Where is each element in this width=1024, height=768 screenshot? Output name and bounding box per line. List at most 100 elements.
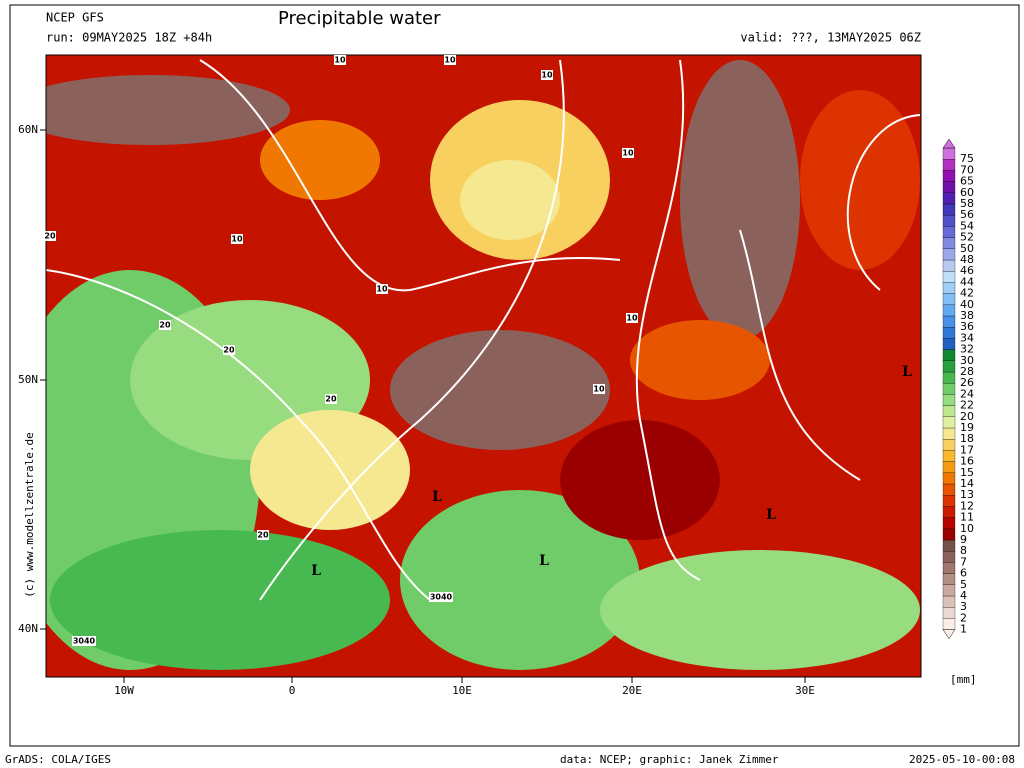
colorbar-box — [942, 371, 956, 384]
colorbar-label: 54 — [960, 219, 974, 232]
lon-label: 0 — [289, 684, 296, 697]
colorbar-label: 1 — [960, 623, 967, 636]
colorbar-box — [942, 271, 956, 283]
contour-label-bg — [159, 320, 171, 330]
colorbar-label: 38 — [960, 309, 974, 322]
contour-label-bg — [593, 384, 605, 394]
colorbar-label: 24 — [960, 387, 974, 400]
colorbar-label: 46 — [960, 264, 974, 277]
contour-label: 20 — [44, 232, 56, 241]
colorbar-label: 8 — [960, 544, 967, 557]
colorbar-label: 14 — [960, 477, 974, 490]
colorbar-box — [942, 607, 956, 619]
contour-label: 20 — [325, 395, 337, 404]
colorbar-label: 52 — [960, 231, 974, 244]
contour-label: L — [766, 507, 776, 523]
lat-label: 50N — [18, 373, 38, 386]
contour-label-bg — [257, 530, 269, 540]
colorbar-box — [942, 450, 956, 462]
contour-label: L — [432, 489, 442, 505]
contour-label: 20 — [159, 321, 171, 330]
colorbar-label: 10 — [960, 522, 974, 535]
contour-label-bg — [72, 636, 96, 646]
colorbar-box — [942, 192, 956, 205]
colorbar-box — [942, 215, 956, 227]
contour-label: 10 — [622, 149, 634, 158]
colorbar-box — [942, 483, 956, 496]
colorbar-label: 58 — [960, 197, 974, 210]
colorbar-label: 15 — [960, 466, 974, 479]
colorbar-box — [942, 338, 956, 350]
colorbar-label: 11 — [960, 511, 974, 524]
contour-label-bg — [541, 70, 553, 80]
map — [46, 55, 921, 677]
contour-label: L — [539, 553, 549, 569]
colorbar-box — [942, 562, 956, 574]
run: run: 09MAY2025 18Z +84h — [46, 31, 212, 45]
lon-label: 10E — [452, 684, 472, 697]
colorbar-label: 40 — [960, 298, 974, 311]
colorbar-box — [942, 495, 956, 507]
lat-label: 60N — [18, 123, 38, 136]
colorbar-label: 2 — [960, 611, 967, 624]
colorbar-label: 16 — [960, 455, 974, 468]
colorbar-box — [942, 259, 956, 272]
unit: [mm] — [950, 673, 977, 686]
colorbar-box — [942, 282, 956, 294]
colorbar-label: 75 — [960, 152, 974, 165]
colorbar-label: 5 — [960, 578, 967, 591]
colorbar-box — [942, 416, 956, 429]
colorbar-box — [942, 595, 956, 608]
lon-label: 10W — [114, 684, 134, 697]
colorbar-box — [942, 573, 956, 585]
contour-label: 3040 — [430, 593, 453, 602]
colorbar-label: 34 — [960, 331, 974, 344]
colorbar-box — [942, 461, 956, 473]
contour-label: L — [311, 563, 321, 579]
colorbar-label: 32 — [960, 343, 974, 356]
contour-label: L — [902, 364, 912, 380]
colorbar-box — [942, 226, 956, 238]
contour-label-bg — [376, 284, 388, 294]
contour-label-bg — [626, 313, 638, 323]
colorbar-label: 70 — [960, 163, 974, 176]
contour-label: 10 — [626, 314, 638, 323]
contour-label: 10 — [444, 56, 456, 65]
colorbar-box — [942, 427, 956, 440]
colorbar-box — [942, 181, 956, 193]
contour-label-bg — [622, 148, 634, 158]
contour-label: 10 — [334, 56, 346, 65]
colorbar-box — [942, 147, 956, 160]
colorbar-label: 18 — [960, 432, 974, 445]
colorbar-box — [942, 360, 956, 373]
colorbar-label: 36 — [960, 320, 974, 333]
contour-label-bg — [325, 394, 337, 404]
contour-label: 3040 — [73, 637, 96, 646]
colorbar-tip — [942, 138, 956, 149]
lon-label: 30E — [795, 684, 815, 697]
lon-label: 20E — [622, 684, 642, 697]
colorbar-label: 28 — [960, 365, 974, 378]
colorbar-label: 6 — [960, 567, 967, 580]
contour-label-bg — [429, 592, 453, 602]
contour-label: 10 — [593, 385, 605, 394]
colorbar-label: 4 — [960, 589, 967, 602]
colorbar-label: 9 — [960, 533, 967, 546]
colorbar-box — [942, 584, 956, 597]
source: data: NCEP; graphic: Janek Zimmer — [560, 753, 779, 766]
lat-label: 40N — [18, 622, 38, 635]
colorbar-label: 7 — [960, 555, 967, 568]
colorbar-box — [942, 472, 956, 485]
contour-label-bg — [444, 55, 456, 65]
contour-label: 10 — [376, 285, 388, 294]
frame — [9, 4, 1020, 747]
model: NCEP GFS — [46, 11, 104, 25]
colorbar-box — [942, 618, 956, 630]
contour-label-bg — [223, 345, 235, 355]
colorbar-label: 22 — [960, 399, 974, 412]
colorbar-box — [942, 237, 956, 249]
colorbar-label: 20 — [960, 410, 974, 423]
colorbar-tip — [942, 629, 956, 640]
colorbar-box — [942, 349, 956, 361]
